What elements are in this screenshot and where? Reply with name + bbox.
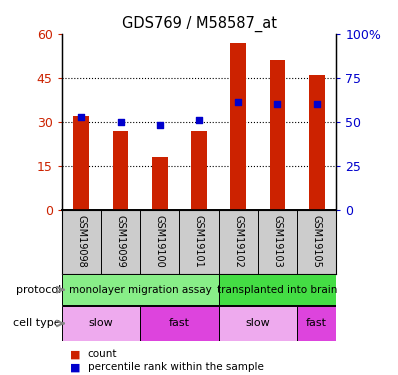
Text: ■: ■: [70, 363, 80, 372]
Bar: [191, 131, 207, 210]
Point: [117, 119, 124, 125]
Bar: [309, 75, 324, 210]
Text: monolayer migration assay: monolayer migration assay: [69, 285, 211, 295]
Bar: [219, 274, 336, 305]
Text: ■: ■: [70, 350, 80, 359]
Bar: [152, 157, 168, 210]
Text: GSM19100: GSM19100: [155, 215, 165, 268]
Text: fast: fast: [306, 318, 327, 328]
Point: [235, 99, 242, 105]
Text: count: count: [88, 350, 117, 359]
Bar: [219, 306, 297, 340]
Text: fast: fast: [169, 318, 190, 328]
Text: slow: slow: [88, 318, 113, 328]
Text: GSM19099: GSM19099: [115, 215, 125, 268]
Bar: [62, 274, 219, 305]
Text: GSM19101: GSM19101: [194, 215, 204, 268]
Bar: [140, 306, 219, 340]
Point: [196, 117, 202, 123]
Text: GSM19098: GSM19098: [76, 215, 86, 268]
Text: transplanted into brain: transplanted into brain: [217, 285, 338, 295]
Text: GSM19103: GSM19103: [273, 215, 283, 268]
Point: [314, 101, 320, 107]
Title: GDS769 / M58587_at: GDS769 / M58587_at: [121, 16, 277, 32]
Text: cell type: cell type: [13, 318, 61, 328]
Text: percentile rank within the sample: percentile rank within the sample: [88, 363, 263, 372]
Text: protocol: protocol: [16, 285, 61, 295]
Bar: [297, 306, 336, 340]
Text: GSM19105: GSM19105: [312, 215, 322, 268]
Text: slow: slow: [246, 318, 270, 328]
Bar: [74, 116, 89, 210]
Bar: [269, 60, 285, 210]
Point: [274, 101, 281, 107]
Bar: [230, 43, 246, 210]
Bar: [113, 131, 129, 210]
Point: [78, 114, 84, 120]
Bar: [62, 306, 140, 340]
Text: GSM19102: GSM19102: [233, 215, 243, 268]
Point: [156, 122, 163, 128]
